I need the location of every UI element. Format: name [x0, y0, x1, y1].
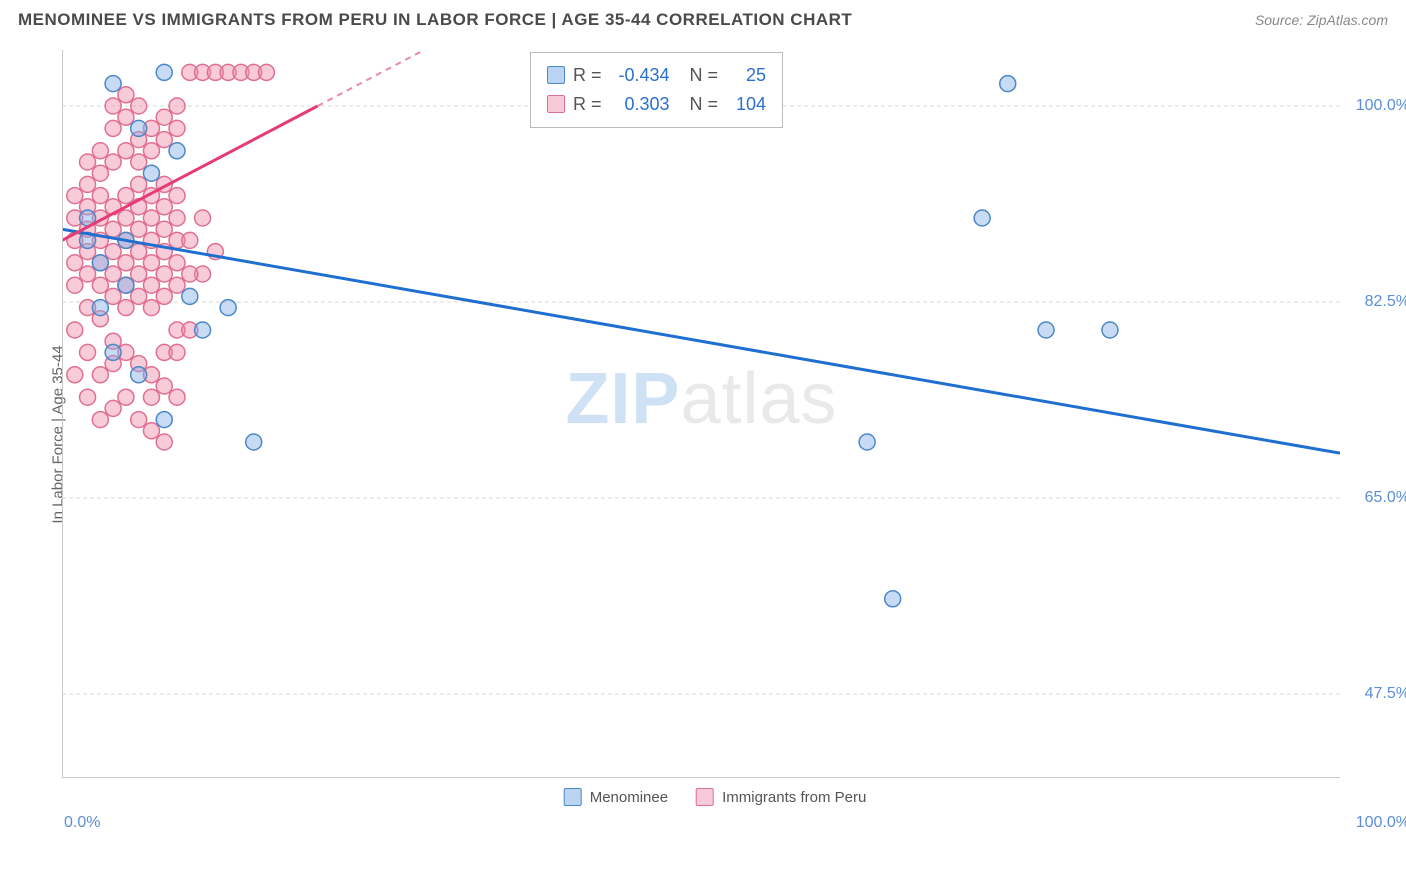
chart-title: MENOMINEE VS IMMIGRANTS FROM PERU IN LAB… — [18, 10, 852, 30]
watermark: ZIPatlas — [565, 358, 837, 440]
x-tick-end: 100.0% — [1356, 814, 1406, 832]
y-tick-label: 100.0% — [1356, 97, 1406, 115]
x-tick-start: 0.0% — [64, 814, 100, 832]
legend-item-1: Menominee — [564, 788, 668, 806]
chart-container: In Labor Force | Age 35-44 ZIPatlas 47.5… — [50, 46, 1380, 806]
legend-swatch-pink — [696, 788, 714, 806]
stat-swatch-pink — [547, 95, 565, 113]
r-value-1: -0.434 — [610, 61, 670, 90]
stat-row-series2: R = 0.303 N = 104 — [547, 90, 766, 119]
y-tick-label: 65.0% — [1365, 489, 1406, 507]
legend: Menominee Immigrants from Peru — [564, 788, 867, 806]
legend-item-2: Immigrants from Peru — [696, 788, 866, 806]
y-tick-label: 47.5% — [1365, 685, 1406, 703]
correlation-stats-box: R = -0.434 N = 25 R = 0.303 N = 104 — [530, 52, 783, 128]
stat-row-series1: R = -0.434 N = 25 — [547, 61, 766, 90]
n-value-2: 104 — [726, 90, 766, 119]
stat-swatch-blue — [547, 66, 565, 84]
r-value-2: 0.303 — [610, 90, 670, 119]
source-attribution: Source: ZipAtlas.com — [1255, 12, 1388, 28]
legend-swatch-blue — [564, 788, 582, 806]
n-value-1: 25 — [726, 61, 766, 90]
plot-border: ZIPatlas — [62, 50, 1340, 778]
y-tick-label: 82.5% — [1365, 293, 1406, 311]
